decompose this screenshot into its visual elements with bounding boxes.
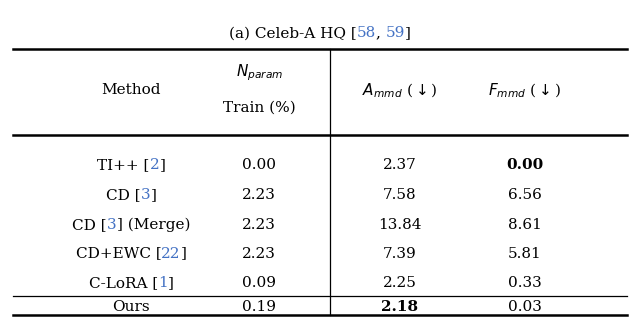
Text: CD [: CD [ (72, 218, 107, 232)
Text: 1: 1 (158, 276, 168, 290)
Text: 0.09: 0.09 (242, 276, 276, 290)
Text: Ours: Ours (113, 301, 150, 314)
Text: 0.19: 0.19 (242, 301, 276, 314)
Text: TI++ [: TI++ [ (97, 158, 150, 172)
Text: ]: ] (150, 188, 156, 202)
Text: 2.23: 2.23 (243, 188, 276, 202)
Text: Method: Method (102, 83, 161, 97)
Text: 8.61: 8.61 (508, 218, 541, 232)
Text: 3: 3 (107, 218, 116, 232)
Text: ]: ] (181, 247, 187, 261)
Text: 0.00: 0.00 (506, 158, 543, 172)
Text: ,: , (376, 26, 386, 40)
Text: (a) Celeb-A HQ [: (a) Celeb-A HQ [ (229, 26, 356, 40)
Text: CD [: CD [ (106, 188, 141, 202)
Text: C-LoRA [: C-LoRA [ (89, 276, 158, 290)
Text: 7.39: 7.39 (383, 247, 417, 261)
Text: 2.23: 2.23 (243, 218, 276, 232)
Text: $N_{param}$: $N_{param}$ (236, 63, 283, 83)
Text: Train (%): Train (%) (223, 101, 296, 115)
Text: 13.84: 13.84 (378, 218, 422, 232)
Text: 2.25: 2.25 (383, 276, 417, 290)
Text: 22: 22 (161, 247, 181, 261)
Text: ]: ] (405, 26, 411, 40)
Text: 2.37: 2.37 (383, 158, 417, 172)
Text: 6.56: 6.56 (508, 188, 541, 202)
Text: 2: 2 (150, 158, 159, 172)
Text: 58: 58 (356, 26, 376, 40)
Text: 0.33: 0.33 (508, 276, 541, 290)
Text: ] (Merge): ] (Merge) (116, 218, 190, 232)
Text: 2.18: 2.18 (381, 301, 419, 314)
Text: 2.23: 2.23 (243, 247, 276, 261)
Text: ]: ] (168, 276, 173, 290)
Text: 0.03: 0.03 (508, 301, 541, 314)
Text: $A_{mmd}$ ($\downarrow$): $A_{mmd}$ ($\downarrow$) (362, 81, 438, 100)
Text: 0.00: 0.00 (242, 158, 276, 172)
Text: 59: 59 (386, 26, 405, 40)
Text: CD+EWC [: CD+EWC [ (76, 247, 161, 261)
Text: ]: ] (159, 158, 165, 172)
Text: $F_{mmd}$ ($\downarrow$): $F_{mmd}$ ($\downarrow$) (488, 81, 561, 100)
Text: 7.58: 7.58 (383, 188, 417, 202)
Text: 3: 3 (141, 188, 150, 202)
Text: 5.81: 5.81 (508, 247, 541, 261)
